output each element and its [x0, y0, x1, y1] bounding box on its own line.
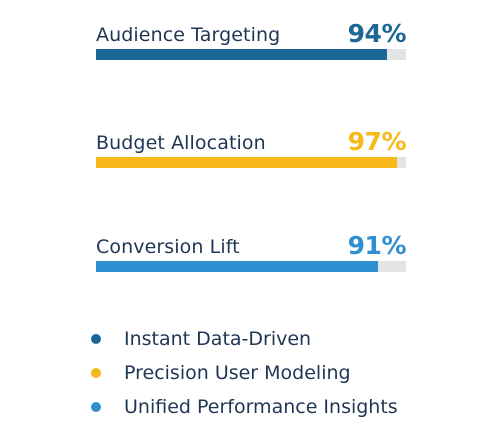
legend-item-unified-performance-insights: Unified Performance Insights — [91, 390, 398, 424]
legend-item-instant-data-driven: Instant Data-Driven — [91, 322, 398, 356]
metric-value: 97% — [347, 127, 407, 156]
progress-bar-track — [96, 49, 406, 60]
legend-label: Instant Data-Driven — [124, 328, 312, 350]
progress-bar-fill — [96, 49, 388, 60]
metric-value: 94% — [347, 19, 407, 48]
legend-label: Unified Performance Insights — [124, 396, 398, 418]
metric-header: Audience Targeting 94% — [96, 16, 407, 48]
legend-label: Precision User Modeling — [124, 362, 351, 384]
metric-budget-allocation: Budget Allocation 97% — [96, 124, 407, 168]
progress-bar-track — [96, 157, 406, 168]
metric-header: Conversion Lift 91% — [96, 228, 407, 260]
progress-bar-track — [96, 261, 406, 272]
metric-label: Conversion Lift — [96, 236, 240, 258]
bullet-dot-icon — [91, 402, 101, 412]
bullet-dot-icon — [91, 334, 101, 344]
metric-audience-targeting: Audience Targeting 94% — [96, 16, 407, 60]
metric-label: Audience Targeting — [96, 24, 281, 46]
metric-conversion-lift: Conversion Lift 91% — [96, 228, 407, 272]
metric-header: Budget Allocation 97% — [96, 124, 407, 156]
metric-label: Budget Allocation — [96, 132, 266, 154]
legend-list: Instant Data-Driven Precision User Model… — [91, 322, 398, 424]
progress-bar-fill — [96, 261, 379, 272]
metric-value: 91% — [347, 231, 407, 260]
legend-item-precision-user-modeling: Precision User Modeling — [91, 356, 398, 390]
bullet-dot-icon — [91, 368, 101, 378]
progress-bar-fill — [96, 157, 397, 168]
